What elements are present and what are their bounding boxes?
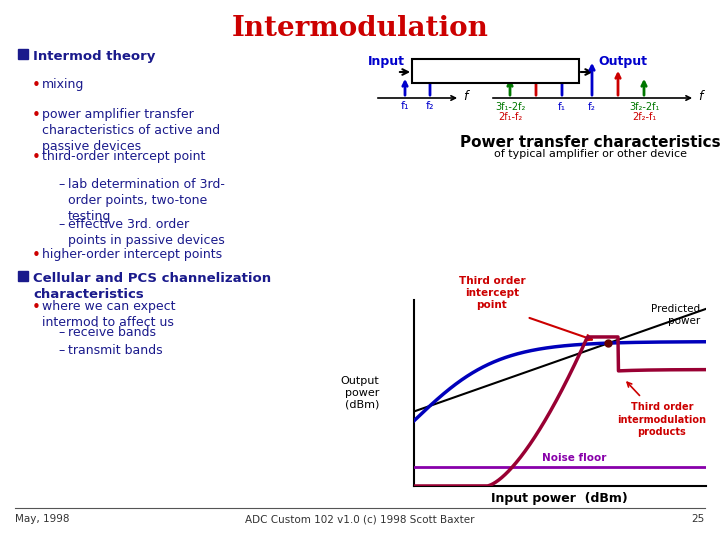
Text: power amplifier transfer
characteristics of active and
passive devices: power amplifier transfer characteristics… xyxy=(42,108,220,153)
Text: Third order
intercept
point: Third order intercept point xyxy=(459,276,525,310)
Text: mixing: mixing xyxy=(42,78,84,91)
Text: Intermod theory: Intermod theory xyxy=(33,50,156,63)
Text: –: – xyxy=(58,178,64,191)
Text: receive bands: receive bands xyxy=(68,326,156,339)
Text: Predicted
power: Predicted power xyxy=(651,305,700,326)
Text: –: – xyxy=(58,326,64,339)
Text: f₂: f₂ xyxy=(426,101,434,111)
Text: Noise floor: Noise floor xyxy=(542,453,606,463)
Text: •: • xyxy=(32,108,41,123)
Text: Input: Input xyxy=(368,56,405,69)
Bar xyxy=(18,271,28,281)
Text: 3f₁-2f₂: 3f₁-2f₂ xyxy=(495,102,525,112)
Text: lab determination of 3rd-
order points, two-tone
testing: lab determination of 3rd- order points, … xyxy=(68,178,225,223)
Text: 3f₂-2f₁: 3f₂-2f₁ xyxy=(629,102,660,112)
Text: where we can expect
intermod to affect us: where we can expect intermod to affect u… xyxy=(42,300,176,329)
Text: Output: Output xyxy=(598,56,647,69)
Text: third-order intercept point: third-order intercept point xyxy=(42,150,205,163)
Bar xyxy=(18,49,28,59)
Text: higher-order intercept points: higher-order intercept points xyxy=(42,248,222,261)
Text: 25: 25 xyxy=(692,514,705,524)
Text: effective 3rd. order
points in passive devices: effective 3rd. order points in passive d… xyxy=(68,218,225,247)
Text: Intermodulation: Intermodulation xyxy=(232,15,488,42)
Text: of typical amplifier or other device: of typical amplifier or other device xyxy=(493,149,686,159)
Text: Non-linear device: Non-linear device xyxy=(434,64,557,78)
Text: Cellular and PCS channelization
characteristics: Cellular and PCS channelization characte… xyxy=(33,272,271,301)
Text: f₂: f₂ xyxy=(588,102,596,112)
Y-axis label: Output
power
(dBm): Output power (dBm) xyxy=(341,376,379,409)
Text: 2f₂-f₁: 2f₂-f₁ xyxy=(632,112,656,122)
Text: •: • xyxy=(32,300,41,315)
FancyBboxPatch shape xyxy=(412,59,579,83)
Text: Power transfer characteristics: Power transfer characteristics xyxy=(459,135,720,150)
Text: –: – xyxy=(58,344,64,357)
Text: f: f xyxy=(463,91,467,104)
Text: f: f xyxy=(698,91,703,104)
Text: •: • xyxy=(32,150,41,165)
Text: Third order
intermodulation
products: Third order intermodulation products xyxy=(617,402,706,437)
X-axis label: Input power  (dBm): Input power (dBm) xyxy=(492,491,628,504)
Text: 2f₁-f₂: 2f₁-f₂ xyxy=(498,112,522,122)
Text: •: • xyxy=(32,78,41,93)
Text: •: • xyxy=(32,248,41,263)
Text: transmit bands: transmit bands xyxy=(68,344,163,357)
Text: May, 1998: May, 1998 xyxy=(15,514,70,524)
Text: ADC Custom 102 v1.0 (c) 1998 Scott Baxter: ADC Custom 102 v1.0 (c) 1998 Scott Baxte… xyxy=(246,514,474,524)
Text: f₁: f₁ xyxy=(558,102,566,112)
Text: –: – xyxy=(58,218,64,231)
Text: f₁: f₁ xyxy=(401,101,409,111)
